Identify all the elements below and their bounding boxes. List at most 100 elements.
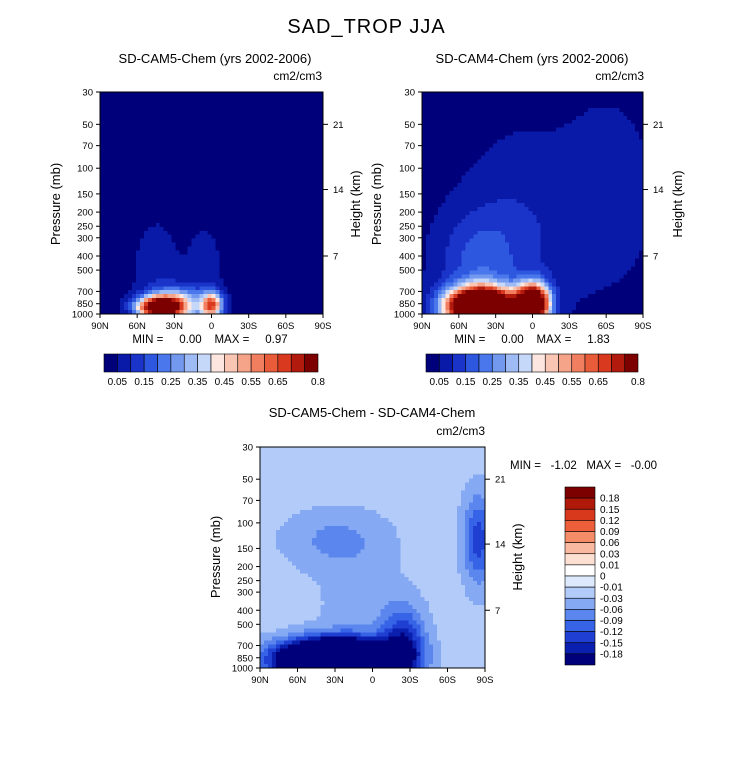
field-cell xyxy=(575,92,581,97)
field-cell xyxy=(211,167,217,172)
field-cell xyxy=(508,163,514,168)
field-cell xyxy=(139,95,145,101)
field-cell xyxy=(155,147,161,153)
field-cell xyxy=(303,206,308,212)
field-cell xyxy=(473,159,478,164)
field-cell xyxy=(485,183,490,188)
field-cell xyxy=(631,95,636,101)
field-cell xyxy=(496,147,502,153)
field-cell xyxy=(591,115,597,121)
field-cell xyxy=(223,131,229,137)
field-cell xyxy=(500,187,506,192)
field-cell xyxy=(199,246,205,252)
field-cell xyxy=(504,199,510,204)
field-cell xyxy=(275,119,280,125)
field-cell xyxy=(251,306,256,311)
field-cell xyxy=(477,135,482,141)
field-cell xyxy=(187,99,193,105)
field-cell xyxy=(175,139,181,145)
field-cell xyxy=(295,187,300,192)
field-cell xyxy=(179,210,185,216)
field-cell xyxy=(536,119,541,125)
field-cell xyxy=(481,127,486,133)
field-cell xyxy=(469,159,474,164)
field-cell xyxy=(283,310,288,315)
field-cell xyxy=(568,123,573,129)
field-cell xyxy=(631,143,636,149)
field-cell xyxy=(235,199,240,204)
field-cell xyxy=(508,147,514,153)
field-cell xyxy=(187,302,193,307)
field-cell xyxy=(207,119,213,125)
field-cell xyxy=(115,278,121,283)
field-cell xyxy=(131,163,137,168)
field-cell xyxy=(171,167,177,172)
field-cell xyxy=(295,266,300,271)
field-cell xyxy=(195,302,201,307)
field-cell xyxy=(139,310,145,315)
field-cell xyxy=(552,92,557,97)
field-cell xyxy=(100,250,105,256)
field-cell xyxy=(295,214,300,220)
field-cell xyxy=(183,159,189,164)
field-cell xyxy=(319,203,324,208)
field-cell xyxy=(631,183,636,188)
field-cell xyxy=(524,147,530,153)
field-cell xyxy=(251,302,256,307)
field-cell xyxy=(199,191,205,196)
field-cell xyxy=(263,222,268,228)
field-cell xyxy=(299,282,304,287)
field-cell xyxy=(147,135,153,141)
field-cell xyxy=(191,131,197,137)
field-cell xyxy=(219,183,225,188)
field-cell xyxy=(465,92,470,97)
field-cell xyxy=(135,187,141,192)
field-cell xyxy=(123,167,129,172)
field-cell xyxy=(187,111,193,117)
field-cell xyxy=(540,163,545,168)
field-cell xyxy=(603,175,609,180)
field-cell xyxy=(175,135,181,141)
field-cell xyxy=(303,210,308,216)
field-cell xyxy=(251,290,256,295)
field-cell xyxy=(611,135,616,141)
field-cell xyxy=(279,218,284,224)
field-cell xyxy=(560,119,565,125)
field-cell xyxy=(151,218,157,224)
field-cell xyxy=(255,222,260,228)
field-cell xyxy=(259,222,264,228)
field-cell xyxy=(131,254,137,260)
field-cell xyxy=(461,123,467,129)
field-cell xyxy=(263,258,268,264)
field-cell xyxy=(461,135,467,141)
field-cell xyxy=(203,206,209,212)
field-cell xyxy=(163,135,169,141)
field-cell xyxy=(595,92,601,97)
field-cell xyxy=(171,230,177,236)
field-cell xyxy=(477,179,482,184)
field-cell xyxy=(271,135,276,141)
field-cell xyxy=(516,183,522,188)
field-cell xyxy=(100,254,105,260)
field-cell xyxy=(568,210,573,216)
field-cell xyxy=(307,143,312,149)
field-cell xyxy=(207,302,213,307)
field-cell xyxy=(235,183,240,188)
field-cell xyxy=(425,143,431,149)
field-cell xyxy=(615,99,620,105)
field-cell xyxy=(255,282,260,287)
field-cell xyxy=(319,167,324,172)
field-cell xyxy=(255,151,260,157)
field-cell xyxy=(175,206,181,212)
field-cell xyxy=(422,131,427,137)
field-cell xyxy=(147,179,153,184)
field-cell xyxy=(103,262,109,268)
field-cell xyxy=(127,119,133,125)
field-cell xyxy=(155,254,161,260)
field-cell xyxy=(639,199,644,204)
field-cell xyxy=(267,234,272,240)
field-cell xyxy=(123,258,129,264)
field-cell xyxy=(247,234,252,240)
field-cell xyxy=(532,195,538,200)
field-cell xyxy=(481,203,486,208)
